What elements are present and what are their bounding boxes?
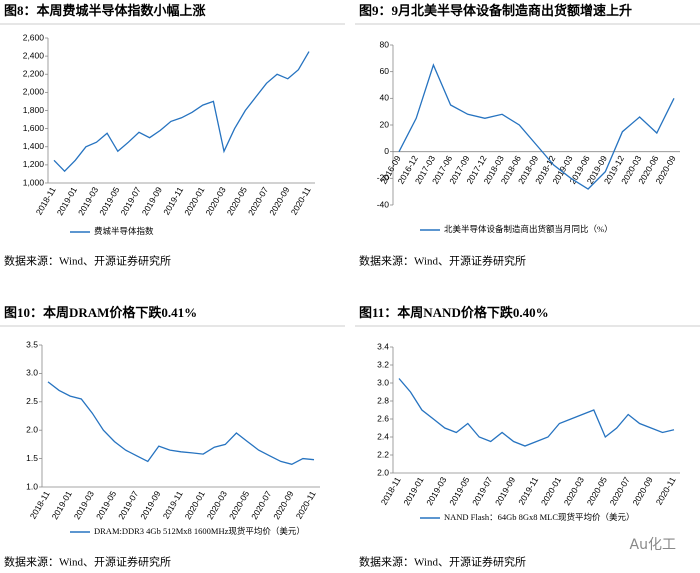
y-tick-label: 3.5 — [26, 339, 38, 349]
y-tick-label: 1,400 — [23, 141, 45, 151]
y-tick-label: 2,200 — [23, 69, 45, 79]
x-tick-label: 2020-05 — [227, 489, 251, 521]
y-tick-label: 1.0 — [26, 481, 38, 491]
x-tick-label: 2019-09 — [140, 185, 164, 217]
x-tick-label: 2020-09 — [631, 475, 655, 507]
x-tick-label: 2019-11 — [161, 489, 185, 521]
x-tick-label: 2019-09 — [138, 489, 162, 521]
x-tick-label: 2020-11 — [289, 185, 313, 217]
figure-title: 图11：本周NAND价格下跌0.40% — [359, 305, 549, 320]
x-tick-label: 2020-05 — [585, 475, 609, 507]
figure-title: 图9：9月北美半导体设备制造商出货额增速上升 — [359, 3, 632, 18]
x-tick-label: 2019-07 — [470, 475, 494, 507]
x-tick-label: 2020-07 — [249, 489, 273, 521]
data-line — [53, 51, 310, 173]
x-tick-label: 2020-07 — [608, 475, 632, 507]
y-tick-label: 2.8 — [377, 395, 389, 405]
y-tick-label: -20 — [377, 173, 390, 183]
y-tick-label: 20 — [380, 119, 390, 129]
x-tick-label: 2019-09 — [493, 475, 517, 507]
y-tick-label: 2,600 — [23, 32, 45, 42]
x-tick-label: 2018-11 — [379, 475, 403, 507]
y-tick-label: -40 — [377, 199, 390, 209]
x-tick-label: 2020-03 — [562, 475, 586, 507]
y-tick-label: 1,200 — [23, 159, 45, 169]
y-tick-label: 0 — [384, 146, 389, 156]
legend-label: 北美半导体设备制造商出货额当月同比（%） — [444, 224, 613, 234]
x-tick-label: 2020-09 — [271, 489, 295, 521]
source-note: 数据来源：Wind、开源证券研究所 — [359, 555, 526, 569]
figure-title: 图10：本周DRAM价格下跌0.41% — [4, 305, 197, 320]
x-tick-label: 2019-01 — [50, 489, 74, 521]
watermark: Au化工 — [630, 537, 676, 553]
x-tick-label: 2019-01 — [401, 475, 425, 507]
x-tick-label: 2020-11 — [294, 489, 318, 521]
x-tick-label: 2020-01 — [539, 475, 563, 507]
data-line — [47, 381, 315, 465]
source-note: 数据来源：Wind、开源证券研究所 — [4, 555, 171, 569]
x-tick-label: 2020-03 — [205, 489, 229, 521]
legend-label: NAND Flash：64Gb 8Gx8 MLC现货平均价（美元） — [444, 512, 635, 522]
y-tick-label: 2,000 — [23, 87, 45, 97]
source-note: 数据来源：Wind、开源证券研究所 — [359, 254, 526, 268]
x-tick-label: 2020-01 — [183, 489, 207, 521]
x-tick-label: 2019-03 — [72, 489, 96, 521]
y-tick-label: 3.2 — [377, 359, 389, 369]
x-tick-label: 2019-05 — [447, 475, 471, 507]
figure-title: 图8：本周费城半导体指数小幅上涨 — [4, 3, 206, 18]
y-tick-label: 2.0 — [377, 467, 389, 477]
data-line — [398, 378, 675, 447]
source-note: 数据来源：Wind、开源证券研究所 — [4, 254, 171, 268]
x-tick-label: 2019-11 — [516, 475, 540, 507]
x-tick-label: 2019-05 — [94, 489, 118, 521]
y-tick-label: 2.6 — [377, 413, 389, 423]
x-tick-label: 2019-03 — [424, 475, 448, 507]
x-tick-label: 2019-07 — [116, 489, 140, 521]
y-tick-label: 3.0 — [377, 377, 389, 387]
y-tick-label: 2.4 — [377, 431, 389, 441]
y-tick-label: 2.2 — [377, 449, 389, 459]
y-tick-label: 3.4 — [377, 341, 389, 351]
x-tick-label: 2020-11 — [654, 475, 678, 507]
y-tick-label: 1,000 — [23, 177, 45, 187]
x-tick-label: 2018-11 — [28, 489, 52, 521]
y-tick-label: 80 — [380, 39, 390, 49]
y-tick-label: 40 — [380, 93, 390, 103]
legend-label: 费城半导体指数 — [94, 226, 154, 236]
y-tick-label: 2.0 — [26, 424, 38, 434]
x-tick-label: 2020-09 — [267, 185, 291, 217]
data-line — [398, 63, 675, 190]
y-tick-label: 1.5 — [26, 453, 38, 463]
y-tick-label: 3.0 — [26, 368, 38, 378]
y-tick-label: 60 — [380, 66, 390, 76]
y-tick-label: 2.5 — [26, 396, 38, 406]
y-tick-label: 1,600 — [23, 123, 45, 133]
y-tick-label: 1,800 — [23, 105, 45, 115]
y-tick-label: 2,400 — [23, 50, 45, 60]
legend-label: DRAM:DDR3 4Gb 512Mx8 1600MHz现货平均价（美元） — [94, 526, 305, 536]
